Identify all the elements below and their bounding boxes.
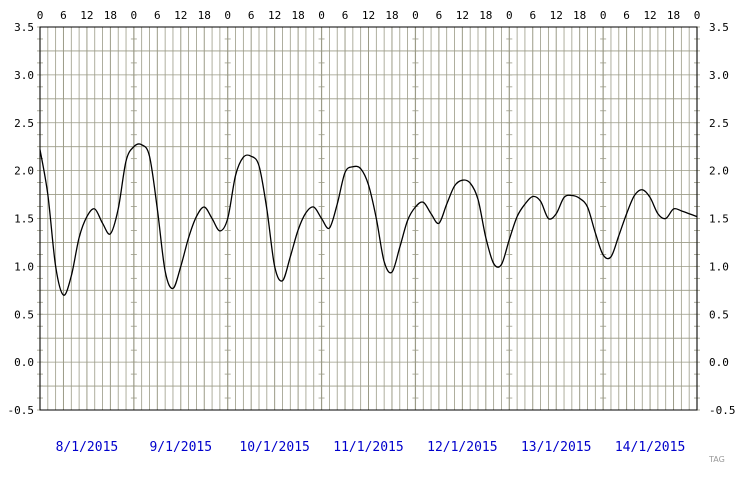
y-tick-label-left: 0.0: [14, 356, 34, 369]
y-tick-label-left: 3.0: [14, 69, 34, 82]
hour-tick-label: 6: [623, 9, 630, 22]
y-tick-label-left: 0.5: [14, 308, 34, 321]
hour-tick-label: 12: [80, 9, 93, 22]
hour-tick-label: 0: [506, 9, 513, 22]
hour-tick-label: 18: [479, 9, 492, 22]
hour-tick-label: 12: [362, 9, 375, 22]
hour-tick-label: 18: [573, 9, 586, 22]
date-label: 8/1/2015: [56, 440, 119, 455]
hour-tick-label: 0: [318, 9, 325, 22]
hour-tick-label: 6: [436, 9, 443, 22]
hour-tick-label: 6: [529, 9, 536, 22]
y-tick-label-left: 2.0: [14, 165, 34, 178]
y-tick-label-left: 1.5: [14, 213, 34, 226]
minor-ticks: [37, 26, 700, 411]
date-label: 10/1/2015: [239, 440, 309, 455]
hour-tick-label: 0: [131, 9, 138, 22]
hour-tick-label: 6: [154, 9, 161, 22]
hour-tick-label: 18: [667, 9, 680, 22]
tide-height-line: [39, 143, 698, 296]
hour-tick-label: 6: [60, 9, 67, 22]
y-tick-label-right: 2.0: [709, 165, 729, 178]
y-tick-label-right: 3.5: [709, 21, 729, 34]
hour-tick-label: 18: [385, 9, 398, 22]
axis-labels: -0.5 -0.5 0.0 0.0 0.5 0.5 1.0 1.0 1.5 1.5 2.0 2.0 2.…: [8, 9, 736, 455]
y-tick-label-left: 3.5: [14, 21, 34, 34]
hour-tick-label: 18: [104, 9, 117, 22]
series-layer: [39, 143, 698, 296]
hour-tick-label: 18: [291, 9, 304, 22]
hour-tick-label: 0: [600, 9, 607, 22]
hour-tick-label: 18: [198, 9, 211, 22]
date-label: 14/1/2015: [615, 440, 685, 455]
date-label: 11/1/2015: [333, 440, 403, 455]
watermark: TAG: [708, 455, 725, 464]
date-label: 9/1/2015: [149, 440, 212, 455]
hour-tick-label: 0: [224, 9, 231, 22]
hour-tick-label: 0: [412, 9, 419, 22]
y-tick-label-left: 1.0: [14, 260, 34, 273]
hour-tick-label: 0: [37, 9, 44, 22]
y-tick-label-right: 0.5: [709, 308, 729, 321]
date-label: 12/1/2015: [427, 440, 497, 455]
hour-tick-label: 12: [643, 9, 656, 22]
y-tick-label-right: 0.0: [709, 356, 729, 369]
y-tick-label-right: -0.5: [709, 404, 736, 417]
hour-tick-label: 6: [342, 9, 349, 22]
hour-tick-label: 0: [694, 9, 701, 22]
y-tick-label-right: 3.0: [709, 69, 729, 82]
plot-border: [39, 26, 698, 411]
hour-tick-label: 12: [268, 9, 281, 22]
plot-frame: [39, 26, 698, 411]
hour-tick-label: 12: [550, 9, 563, 22]
y-tick-label-left: 2.5: [14, 117, 34, 130]
date-label: 13/1/2015: [521, 440, 591, 455]
hour-tick-label: 6: [248, 9, 255, 22]
hour-tick-label: 12: [174, 9, 187, 22]
y-tick-label-right: 2.5: [709, 117, 729, 130]
y-tick-label-right: 1.0: [709, 260, 729, 273]
y-tick-label-right: 1.5: [709, 213, 729, 226]
y-tick-label-left: -0.5: [8, 404, 35, 417]
hour-tick-label: 12: [456, 9, 469, 22]
